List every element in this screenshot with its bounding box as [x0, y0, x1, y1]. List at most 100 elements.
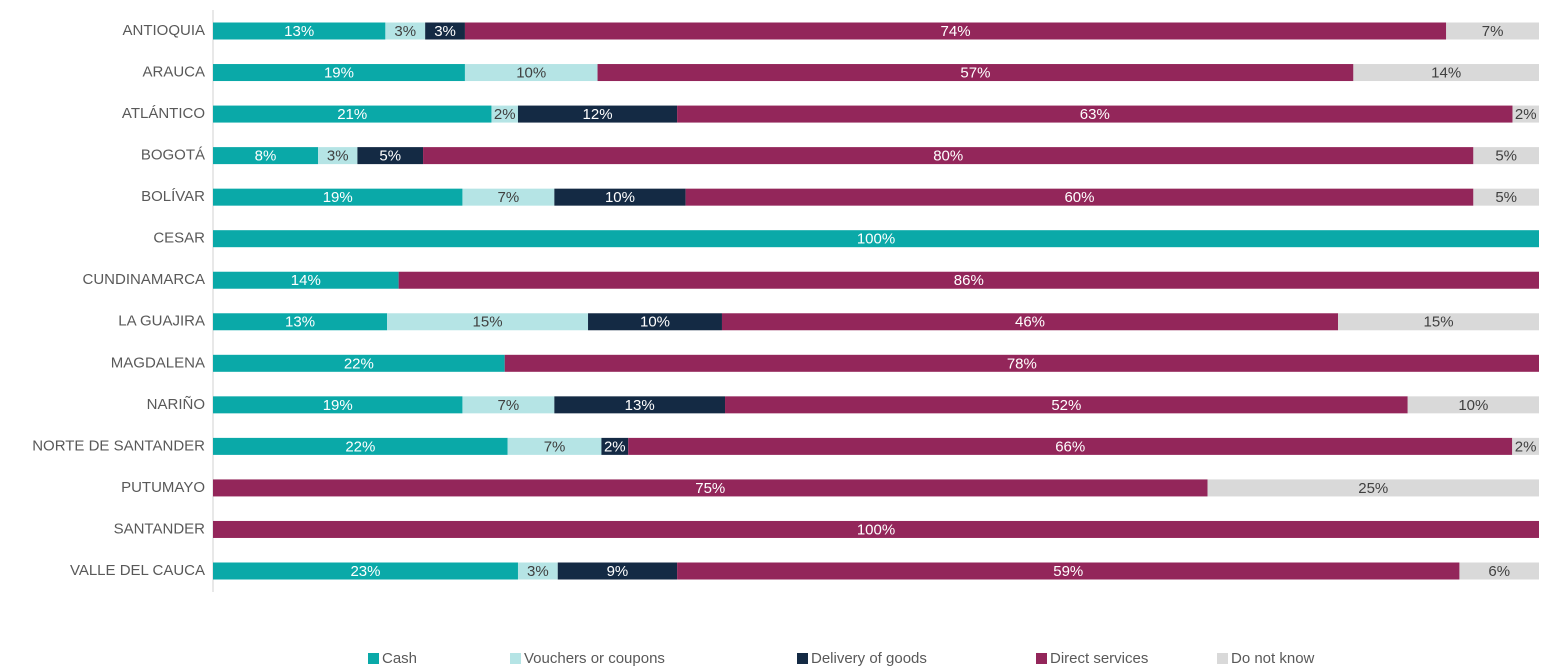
data-label: 19% — [324, 65, 354, 82]
bar-segment — [213, 147, 319, 165]
y-tick-label: CESAR — [153, 230, 205, 247]
y-tick-label: MAGDALENA — [111, 354, 205, 371]
data-label: 2% — [1515, 106, 1537, 123]
data-label: 5% — [379, 148, 401, 165]
data-label: 2% — [604, 438, 626, 455]
data-label: 10% — [640, 314, 670, 331]
bar-segment — [213, 479, 1208, 497]
data-label: 80% — [933, 148, 963, 165]
data-label: 59% — [1053, 563, 1083, 580]
data-label: 10% — [605, 189, 635, 206]
data-label: 10% — [1458, 397, 1488, 414]
bar-segment — [1473, 188, 1539, 206]
data-label: 14% — [291, 272, 321, 289]
bar-segment — [517, 105, 678, 123]
data-label: 15% — [1424, 314, 1454, 331]
bar-segment — [1407, 396, 1539, 414]
legend-label: Direct services — [1050, 650, 1148, 667]
bar-segment — [213, 437, 508, 455]
y-tick-label: NORTE DE SANTANDER — [32, 437, 205, 454]
legend-swatch — [1036, 653, 1047, 664]
data-label: 5% — [1495, 189, 1517, 206]
bar-segment — [1512, 437, 1539, 455]
data-label: 75% — [695, 480, 725, 497]
bar-segment — [425, 22, 465, 40]
data-label: 2% — [494, 106, 516, 123]
y-tick-label: SANTANDER — [114, 520, 206, 537]
legend-label: Cash — [382, 650, 417, 667]
bar-segment — [504, 354, 1540, 372]
data-label: 100% — [857, 231, 895, 248]
data-label: 86% — [954, 272, 984, 289]
y-tick-label: LA GUAJIRA — [118, 313, 205, 330]
bar-segment — [213, 22, 386, 40]
data-label: 60% — [1064, 189, 1094, 206]
bar-segment — [1459, 562, 1539, 580]
y-tick-label: PUTUMAYO — [121, 479, 205, 496]
bar-segment — [721, 313, 1339, 331]
bar-segment — [1446, 22, 1539, 40]
bar-segment — [554, 188, 686, 206]
legend-swatch — [797, 653, 808, 664]
legend-label: Do not know — [1231, 650, 1315, 667]
data-label: 63% — [1080, 106, 1110, 123]
y-tick-label: ARAUCA — [142, 64, 205, 81]
bar-segment — [464, 64, 598, 82]
bar-segment — [213, 64, 465, 82]
data-label: 2% — [1515, 438, 1537, 455]
bar-segment — [357, 147, 424, 165]
data-label: 7% — [498, 189, 520, 206]
bar-segment — [1512, 105, 1539, 123]
bar-segment — [685, 188, 1474, 206]
bar-segment — [318, 147, 358, 165]
bar-segment — [557, 562, 678, 580]
data-label: 10% — [516, 65, 546, 82]
bar-segment — [1207, 479, 1539, 497]
y-tick-label: ATLÁNTICO — [122, 105, 205, 122]
bar-segment — [213, 562, 518, 580]
data-label: 21% — [337, 106, 367, 123]
bar-segment — [462, 396, 555, 414]
bar-segment — [1353, 64, 1539, 82]
bar-segment — [213, 396, 463, 414]
bar-segment — [213, 354, 505, 372]
bar-segment — [601, 437, 629, 455]
bar-segment — [462, 188, 555, 206]
legend-label: Delivery of goods — [811, 650, 927, 667]
data-label: 78% — [1007, 355, 1037, 372]
data-label: 22% — [345, 438, 375, 455]
data-label: 46% — [1015, 314, 1045, 331]
bar-segment — [213, 230, 1539, 248]
data-label: 5% — [1495, 148, 1517, 165]
bar-segment — [597, 64, 1354, 82]
legend-label: Vouchers or coupons — [524, 650, 665, 667]
bar-segment — [491, 105, 518, 123]
bar-segment — [398, 271, 1539, 289]
bar-segment — [1338, 313, 1539, 331]
bar-segment — [677, 105, 1513, 123]
bar-segment — [1473, 147, 1539, 165]
bar-segment — [213, 313, 388, 331]
bar-segment — [213, 105, 492, 123]
bar-segment — [517, 562, 558, 580]
data-label: 15% — [473, 314, 503, 331]
data-label: 66% — [1055, 438, 1085, 455]
y-tick-label: VALLE DEL CAUCA — [70, 562, 205, 579]
bar-segment — [213, 520, 1539, 538]
legend-swatch — [510, 653, 521, 664]
data-label: 19% — [323, 397, 353, 414]
data-label: 74% — [941, 23, 971, 40]
data-label: 13% — [285, 314, 315, 331]
data-label: 52% — [1051, 397, 1081, 414]
data-label: 8% — [255, 148, 277, 165]
bar-segment — [554, 396, 726, 414]
data-label: 3% — [327, 148, 349, 165]
data-label: 7% — [1482, 23, 1504, 40]
data-label: 3% — [527, 563, 549, 580]
data-label: 7% — [498, 397, 520, 414]
bar-segment — [628, 437, 1513, 455]
bar-segment — [588, 313, 722, 331]
bar-segment — [385, 22, 426, 40]
legend-swatch — [1217, 653, 1228, 664]
